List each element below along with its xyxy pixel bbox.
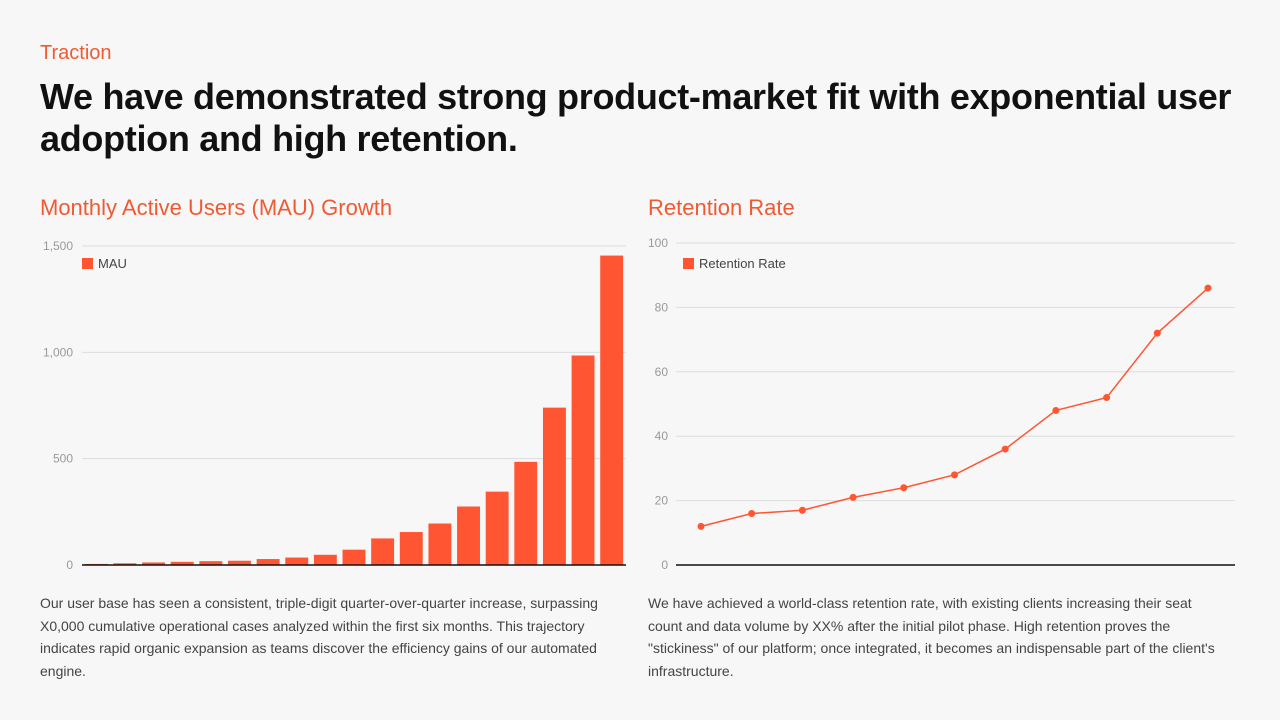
retention-point: [951, 471, 958, 479]
retention-line-chart: 0 20 40 60 80 100 Retention Rate: [648, 236, 1235, 572]
retention-chart-title: Retention Rate: [648, 195, 795, 220]
mau-bar: [399, 532, 423, 565]
retention-y-tick-label: 40: [655, 429, 669, 443]
mau-bar: [457, 506, 480, 565]
retention-legend-swatch: [683, 258, 694, 269]
mau-bar: [485, 491, 509, 565]
mau-bar: [113, 563, 137, 565]
page-headline: We have demonstrated strong product-mark…: [40, 76, 1232, 159]
retention-y-tick-label: 80: [655, 300, 669, 314]
section-eyebrow: Traction: [40, 42, 112, 64]
retention-series-line: [700, 287, 1209, 528]
retention-point: [900, 484, 908, 492]
retention-y-tick-label: 0: [661, 558, 668, 572]
mau-bar: [342, 549, 366, 565]
retention-y-tick-label: 60: [655, 365, 669, 379]
mau-y-tick-label: 1,000: [43, 345, 73, 359]
mau-bar: [371, 538, 395, 565]
mau-y-tick-label: 0: [66, 558, 73, 572]
mau-chart-title: Monthly Active Users (MAU) Growth: [40, 195, 393, 220]
mau-y-tick-label: 1,500: [43, 239, 73, 253]
mau-bar-chart: 0 500 1,000 1,500 MAU: [43, 239, 626, 572]
mau-bar: [142, 562, 166, 565]
mau-bar: [170, 561, 194, 565]
mau-bar: [285, 557, 309, 565]
mau-bar: [256, 559, 280, 565]
retention-description: We have achieved a world-class retention…: [648, 595, 1215, 679]
retention-point: [1103, 394, 1111, 402]
retention-point: [748, 509, 756, 517]
retention-point: [798, 506, 806, 514]
retention-y-tick-label: 100: [648, 236, 668, 250]
retention-point: [697, 522, 705, 530]
retention-legend-label: Retention Rate: [699, 256, 786, 271]
retention-point: [849, 493, 857, 501]
retention-point: [1153, 329, 1161, 337]
mau-legend-label: MAU: [98, 256, 127, 271]
mau-bar: [514, 461, 538, 565]
mau-y-tick-label: 500: [53, 452, 73, 466]
mau-bar: [600, 255, 624, 565]
retention-point: [1001, 445, 1009, 453]
mau-legend-swatch: [82, 258, 93, 269]
retention-point: [1204, 284, 1212, 292]
mau-bar: [571, 355, 595, 565]
retention-point: [1052, 406, 1060, 414]
mau-bar: [228, 560, 251, 565]
mau-bar: [542, 407, 566, 565]
mau-bar: [428, 523, 452, 565]
mau-bar: [199, 561, 223, 565]
mau-bar: [313, 554, 337, 565]
retention-y-tick-label: 20: [655, 494, 669, 508]
mau-description: Our user base has seen a consistent, tri…: [40, 595, 598, 679]
